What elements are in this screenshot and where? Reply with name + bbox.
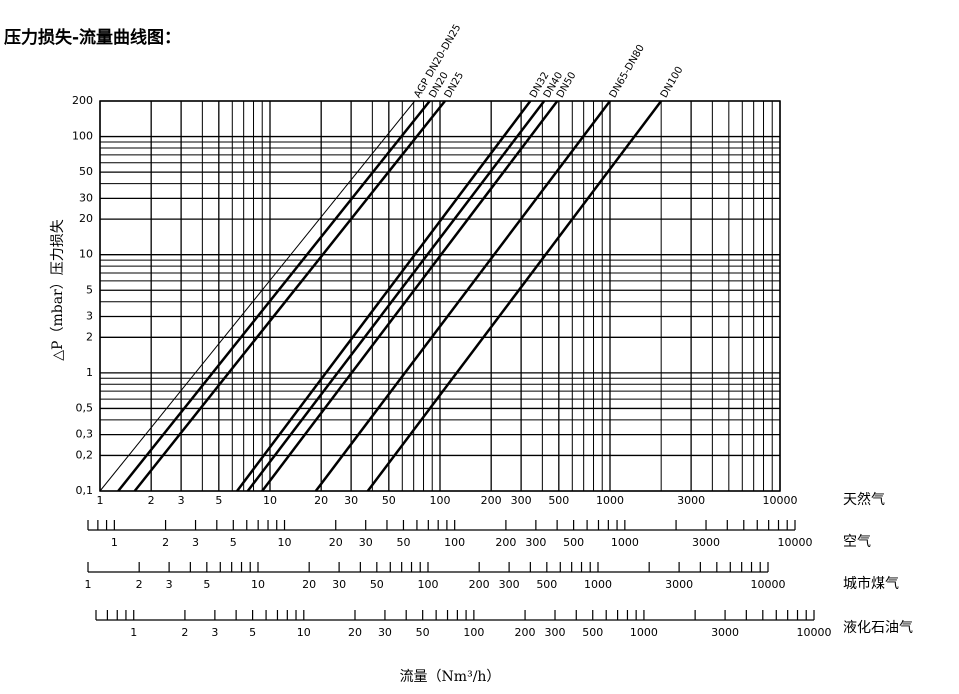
series-line [366, 100, 663, 492]
x-tick-label: 500 [563, 536, 584, 549]
x-tick-label: 3000 [665, 578, 693, 591]
x-tick-label: 50 [416, 626, 430, 639]
y-tick-label: 3 [86, 309, 93, 322]
x-tick-label: 200 [515, 626, 536, 639]
x-tick-label: 10 [297, 626, 311, 639]
x-tick-label: 10 [251, 578, 265, 591]
x-tick-label: 30 [332, 578, 346, 591]
x-tick-label: 2 [181, 626, 188, 639]
x-tick-label: 20 [329, 536, 343, 549]
y-tick-label: 200 [72, 94, 93, 107]
x-tick-label: 1000 [611, 536, 639, 549]
x-tick-label: 500 [582, 626, 603, 639]
x-tick-label: 30 [359, 536, 373, 549]
y-tick-label: 100 [72, 130, 93, 143]
x-tick-label: 1 [130, 626, 137, 639]
x-tick-label: 20 [348, 626, 362, 639]
x-tick-label: 100 [418, 578, 439, 591]
series-line [261, 100, 559, 492]
axis-name: 液化石油气 [843, 620, 913, 636]
series-line [133, 100, 446, 492]
x-tick-label: 10000 [751, 578, 786, 591]
x-tick-label: 3000 [677, 494, 705, 507]
x-tick-label: 200 [481, 494, 502, 507]
x-tick-label: 5 [215, 494, 222, 507]
x-tick-label: 50 [396, 536, 410, 549]
x-tick-label: 200 [495, 536, 516, 549]
x-tick-label: 300 [525, 536, 546, 549]
x-tick-label: 300 [499, 578, 520, 591]
x-tick-label: 3000 [692, 536, 720, 549]
x-tick-label: 10 [278, 536, 292, 549]
y-tick-label: 10 [79, 248, 93, 261]
y-tick-label: 20 [79, 212, 93, 225]
x-tick-label: 100 [463, 626, 484, 639]
y-tick-label: 1 [86, 366, 93, 379]
series-label: DN100 [659, 65, 686, 100]
x-tick-label: 3 [166, 578, 173, 591]
x-tick-label: 3 [178, 494, 185, 507]
y-axis-label: △P（mbar）压力损失 [50, 219, 66, 360]
series-line [236, 100, 532, 492]
axis-name: 城市煤气 [843, 575, 899, 592]
series-line [117, 100, 431, 492]
x-tick-label: 200 [469, 578, 490, 591]
x-tick-label: 100 [444, 536, 465, 549]
x-tick-label: 3 [211, 626, 218, 639]
x-tick-label: 2 [136, 578, 143, 591]
x-tick-label: 5 [249, 626, 256, 639]
y-tick-label: 0,1 [76, 484, 94, 497]
x-tick-label: 100 [430, 494, 451, 507]
x-tick-label: 5 [203, 578, 210, 591]
series-line [246, 100, 546, 492]
x-tick-label: 30 [378, 626, 392, 639]
x-tick-label: 3 [192, 536, 199, 549]
plot-frame [99, 100, 781, 492]
x-tick-label: 500 [536, 578, 557, 591]
y-tick-label: 0,2 [76, 448, 94, 461]
x-tick-label: 20 [314, 494, 328, 507]
x-tick-label: 5 [230, 536, 237, 549]
series-label: DN65-DN80 [608, 43, 647, 100]
x-tick-label: 10000 [778, 536, 813, 549]
chart-title: 压力损失-流量曲线图： [4, 27, 181, 48]
x-tick-label: 10 [263, 494, 277, 507]
x-tick-label: 3000 [711, 626, 739, 639]
y-tick-label: 2 [86, 330, 93, 343]
x-tick-label: 300 [511, 494, 532, 507]
x-tick-label: 1000 [630, 626, 658, 639]
series-line [314, 100, 611, 492]
x-tick-label: 10000 [763, 494, 798, 507]
x-tick-label: 50 [370, 578, 384, 591]
x-axis-label: 流量（Nm³/h） [400, 669, 501, 685]
x-axis-name: 天然气 [843, 491, 885, 508]
y-tick-label: 50 [79, 165, 93, 178]
x-tick-label: 30 [344, 494, 358, 507]
x-tick-label: 10000 [797, 626, 832, 639]
x-tick-label: 500 [548, 494, 569, 507]
axis-name: 空气 [843, 534, 871, 550]
x-tick-label: 1000 [584, 578, 612, 591]
x-tick-label: 1 [97, 494, 104, 507]
y-tick-label: 0,5 [76, 401, 94, 414]
x-tick-label: 300 [545, 626, 566, 639]
x-tick-label: 20 [302, 578, 316, 591]
x-tick-label: 2 [162, 536, 169, 549]
x-tick-label: 1 [111, 536, 118, 549]
x-tick-label: 1 [85, 578, 92, 591]
x-tick-label: 50 [382, 494, 396, 507]
x-tick-label: 2 [148, 494, 155, 507]
y-tick-label: 5 [86, 283, 93, 296]
y-tick-label: 0,3 [76, 428, 94, 441]
y-tick-label: 30 [79, 191, 93, 204]
x-tick-label: 1000 [596, 494, 624, 507]
series-line [99, 100, 416, 492]
